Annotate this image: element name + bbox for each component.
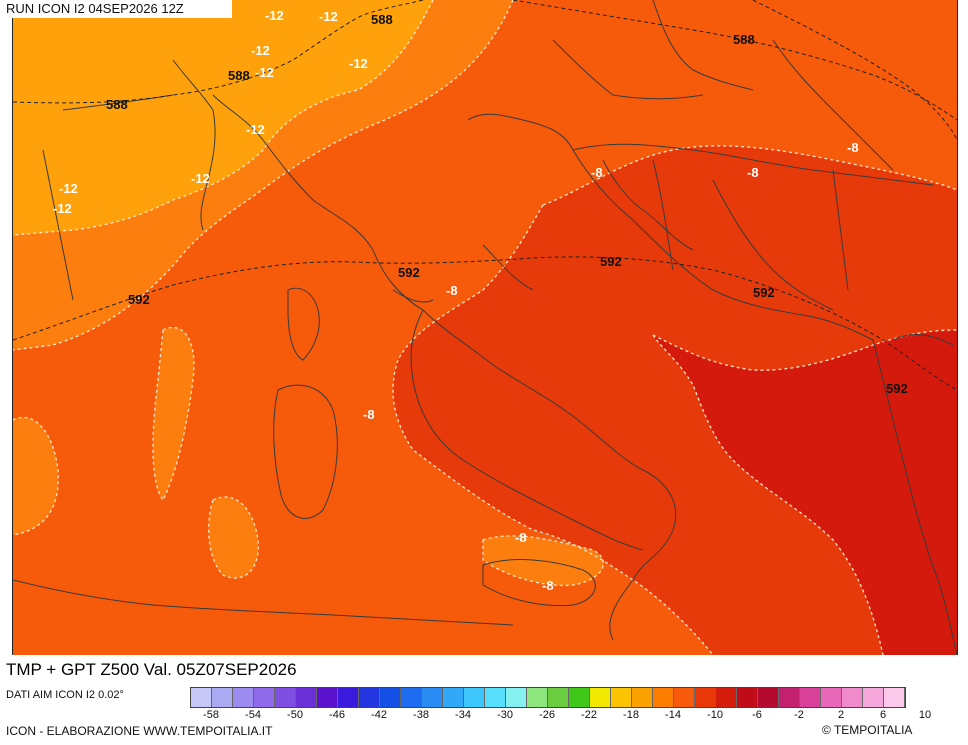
color-scale-ticks: -58 -54 -50 -46 -42 -38 -34 -30 -26 -22 -18 -14 -10-… [190, 709, 968, 723]
temp-island [208, 496, 259, 579]
color-scale [190, 687, 906, 708]
scale-swatch [884, 688, 905, 707]
temperature-label: -8 [515, 530, 527, 545]
scale-swatch [527, 688, 548, 707]
temp-island [153, 327, 194, 500]
scale-swatch [590, 688, 611, 707]
scale-swatch [653, 688, 674, 707]
scale-swatch [380, 688, 401, 707]
temp-band-minus-12 [13, 0, 433, 235]
scale-swatch [275, 688, 296, 707]
geopotential-lines [13, 0, 957, 391]
temp-island [13, 417, 59, 535]
scale-swatch [443, 688, 464, 707]
geopotential-label: 588 [733, 32, 755, 47]
scale-tick-label: -14 [665, 709, 681, 721]
geopotential-label: 592 [398, 265, 420, 280]
isotherm-lines [13, 0, 957, 655]
scale-swatch [233, 688, 254, 707]
scale-tick-label: 6 [879, 709, 887, 721]
scale-swatch [254, 688, 275, 707]
scale-tick-label: -46 [329, 709, 345, 721]
map-title: TMP + GPT Z500 Val. 05Z07SEP2026 [0, 656, 414, 683]
scale-swatch [695, 688, 716, 707]
scale-swatch [359, 688, 380, 707]
temperature-label: -12 [255, 65, 274, 80]
footer-credit: ICON - ELABORAZIONE WWW.TEMPOITALIA.IT [6, 724, 273, 738]
scale-swatch [737, 688, 758, 707]
scale-swatch [674, 688, 695, 707]
geopotential-label: 592 [128, 292, 150, 307]
scale-tick-label: -26 [539, 709, 555, 721]
temperature-label: -12 [319, 9, 338, 24]
temp-band-minus-6 [393, 145, 957, 655]
scale-swatch [338, 688, 359, 707]
scale-tick-label: -54 [245, 709, 261, 721]
run-title: RUN ICON I2 04SEP2026 12Z [0, 0, 232, 18]
temperature-label: -12 [349, 56, 368, 71]
scale-swatch [632, 688, 653, 707]
scale-swatch [296, 688, 317, 707]
scale-swatch [863, 688, 884, 707]
scale-swatch [779, 688, 800, 707]
footer-brand: © TEMPOITALIA [822, 723, 913, 737]
map-svg: 588 588 588 588 592 592 592 592 592 -12 … [13, 0, 957, 655]
scale-tick-label: -50 [287, 709, 303, 721]
scale-swatch [485, 688, 506, 707]
temperature-label: -8 [363, 407, 375, 422]
temperature-label: -8 [591, 165, 603, 180]
scale-swatch [758, 688, 779, 707]
scale-swatch [611, 688, 632, 707]
scale-swatch [464, 688, 485, 707]
scale-swatch [212, 688, 233, 707]
scale-swatch [317, 688, 338, 707]
geopotential-label: 588 [371, 12, 393, 27]
temperature-label: -12 [246, 122, 265, 137]
scale-tick-label: -10 [707, 709, 723, 721]
scale-swatch [422, 688, 443, 707]
temperature-label: -12 [251, 43, 270, 58]
scale-tick-label: -58 [203, 709, 219, 721]
geopotential-label: 592 [600, 254, 622, 269]
scale-tick-label: 10 [918, 709, 932, 721]
scale-swatch [569, 688, 590, 707]
temperature-label: -12 [59, 181, 78, 196]
scale-swatch [191, 688, 212, 707]
weather-map: 588 588 588 588 592 592 592 592 592 -12 … [12, 0, 958, 655]
scale-swatch [506, 688, 527, 707]
temperature-label: -8 [446, 283, 458, 298]
data-source-label: DATI AIM ICON I2 0.02° [6, 689, 124, 701]
temperature-label: -8 [747, 165, 759, 180]
scale-tick-label: -42 [371, 709, 387, 721]
temperature-label: -12 [53, 201, 72, 216]
geopotential-label: 588 [228, 68, 250, 83]
temperature-label: -12 [191, 171, 210, 186]
scale-swatch [401, 688, 422, 707]
scale-tick-label: -34 [455, 709, 471, 721]
geopotential-label: 592 [753, 285, 775, 300]
temperature-labels: -12 -12 -12 -12 -12 -12 -12 -12 -12 -8 -… [53, 8, 859, 593]
scale-tick-label: -30 [497, 709, 513, 721]
country-borders [13, 0, 957, 655]
temperature-label: -8 [542, 578, 554, 593]
temp-band-minus-4 [653, 330, 957, 655]
scale-tick-label: -38 [413, 709, 429, 721]
scale-tick-label: -18 [623, 709, 639, 721]
geopotential-label: 592 [886, 381, 908, 396]
temperature-label: -8 [847, 140, 859, 155]
scale-swatch [548, 688, 569, 707]
geopotential-label: 588 [106, 97, 128, 112]
scale-tick-label: -6 [752, 709, 762, 721]
scale-swatch [821, 688, 842, 707]
scale-tick-label: -22 [581, 709, 597, 721]
scale-swatch [716, 688, 737, 707]
scale-tick-label: 2 [837, 709, 845, 721]
scale-tick-label: -2 [794, 709, 804, 721]
temperature-label: -12 [265, 8, 284, 23]
scale-swatch [842, 688, 863, 707]
scale-swatch [800, 688, 821, 707]
geopotential-labels: 588 588 588 588 592 592 592 592 592 [106, 12, 908, 396]
